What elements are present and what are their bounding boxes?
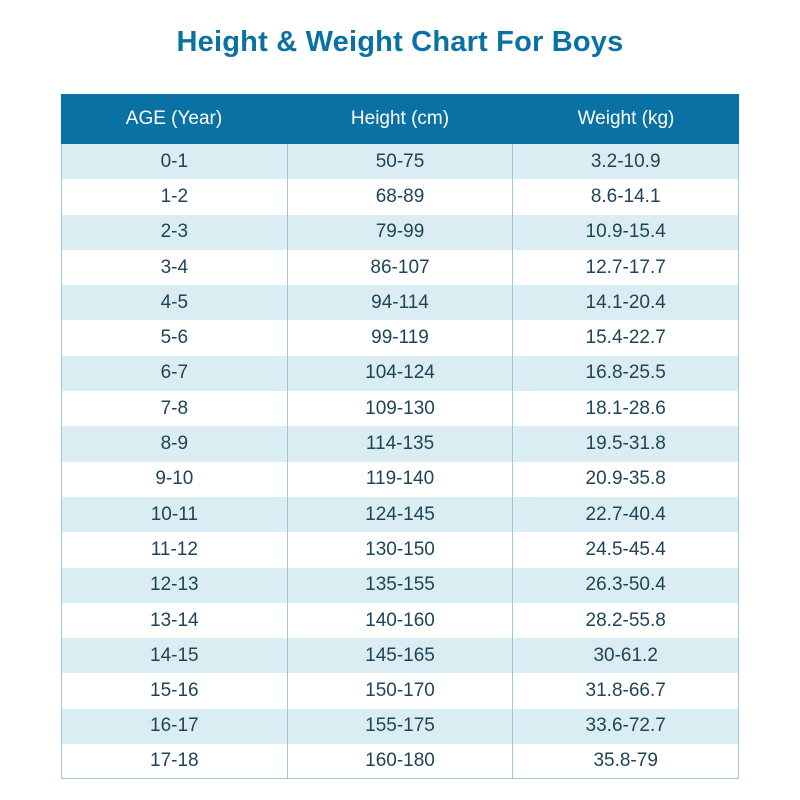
height-cell: 145-165	[286, 638, 513, 674]
weight-cell: 15.4-22.7	[512, 320, 738, 356]
age-cell: 16-17	[150, 715, 199, 737]
weight-cell: 24.5-45.4	[512, 532, 738, 568]
weight-cell: 35.8-79	[512, 744, 738, 779]
age-cell: 12-13	[150, 574, 199, 596]
height-cell: 140-160	[286, 602, 513, 639]
height-weight-table: AGE (Year) Height (cm) Weight (kg) 0-1 50…	[61, 94, 739, 780]
table-row: 17-18 160-180 35.8-79	[62, 744, 738, 779]
weight-cell: 16.8-25.5	[512, 355, 738, 392]
table-row: 4-5 94-114 14.1-20.4	[62, 285, 738, 321]
age-cell: 5-6	[160, 327, 189, 349]
height-cell: 135-155	[286, 567, 513, 603]
weight-cell: 33.6-72.7	[512, 708, 738, 745]
table-row: 15-16 150-170 31.8-66.7	[62, 673, 738, 709]
weight-cell: 26.3-50.4	[512, 567, 738, 603]
weight-cell: 8.6-14.1	[512, 179, 738, 215]
weight-cell: 31.8-66.7	[512, 673, 738, 709]
age-cell: 15-16	[150, 680, 199, 702]
table-row: 2-3 79-99 10.9-15.4	[62, 214, 738, 250]
table-header: AGE (Year) Height (cm) Weight (kg)	[61, 94, 739, 144]
height-cell: 150-170	[286, 673, 513, 709]
weight-cell: 12.7-17.7	[512, 249, 738, 286]
age-cell: 6-7	[160, 362, 189, 384]
weight-cell: 20.9-35.8	[512, 461, 738, 497]
table-row: 9-10 119-140 20.9-35.8	[62, 461, 738, 497]
height-cell: 99-119	[286, 320, 513, 356]
chart-title: Height & Weight Chart For Boys	[176, 26, 624, 58]
age-cell: 0-1	[160, 150, 189, 172]
height-cell: 160-180	[286, 744, 513, 779]
height-cell: 109-130	[286, 391, 513, 427]
age-cell: 14-15	[150, 644, 199, 666]
age-cell: 1-2	[160, 185, 189, 207]
table-row: 14-15 145-165 30-61.2	[62, 638, 738, 674]
table-row: 5-6 99-119 15.4-22.7	[62, 320, 738, 356]
age-cell: 3-4	[160, 256, 189, 278]
height-cell: 79-99	[286, 214, 513, 250]
age-cell: 11-12	[150, 538, 198, 560]
height-cell: 104-124	[286, 355, 513, 392]
age-cell: 13-14	[150, 609, 199, 631]
table-row: 0-1 50-75 3.2-10.9	[62, 144, 738, 180]
table-row: 13-14 140-160 28.2-55.8	[62, 602, 738, 639]
age-cell: 7-8	[160, 397, 189, 419]
age-cell: 4-5	[160, 291, 189, 313]
table-row: 7-8 109-130 18.1-28.6	[62, 391, 738, 427]
age-cell: 17-18	[150, 750, 199, 772]
weight-cell: 30-61.2	[512, 638, 738, 674]
table-row: 8-9 114-135 19.5-31.8	[62, 426, 738, 462]
height-cell: 86-107	[286, 249, 513, 286]
height-cell: 68-89	[286, 179, 513, 215]
table-body: 0-1 50-75 3.2-10.9 1-2 68-89 8.6-14.1 2-3 79-99…	[62, 144, 738, 779]
weight-cell: 19.5-31.8	[512, 426, 738, 462]
height-cell: 94-114	[286, 285, 513, 321]
table-row: 1-2 68-89 8.6-14.1	[62, 179, 738, 215]
weight-cell: 10.9-15.4	[512, 214, 738, 250]
table-row: 16-17 155-175 33.6-72.7	[62, 708, 738, 745]
column-header-weight: Weight (kg)	[577, 108, 675, 129]
age-cell: 10-11	[150, 503, 198, 525]
age-cell: 8-9	[160, 433, 189, 455]
weight-cell: 14.1-20.4	[512, 285, 738, 321]
height-cell: 119-140	[286, 461, 513, 497]
table-row: 11-12 130-150 24.5-45.4	[62, 532, 738, 568]
table-row: 6-7 104-124 16.8-25.5	[62, 355, 738, 392]
weight-cell: 3.2-10.9	[512, 144, 738, 180]
height-cell: 130-150	[286, 532, 513, 568]
table-row: 10-11 124-145 22.7-40.4	[62, 496, 738, 533]
weight-cell: 18.1-28.6	[512, 391, 738, 427]
column-header-age: AGE (Year)	[125, 108, 223, 129]
height-cell: 155-175	[286, 708, 513, 745]
height-cell: 114-135	[286, 426, 513, 462]
age-cell: 2-3	[160, 221, 189, 243]
column-header-height: Height (cm)	[350, 108, 450, 129]
weight-cell: 28.2-55.8	[512, 602, 738, 639]
table-row: 3-4 86-107 12.7-17.7	[62, 249, 738, 286]
weight-cell: 22.7-40.4	[512, 496, 738, 533]
age-cell: 9-10	[155, 468, 194, 490]
table-row: 12-13 135-155 26.3-50.4	[62, 567, 738, 603]
height-cell: 50-75	[286, 144, 513, 180]
height-cell: 124-145	[286, 496, 513, 533]
